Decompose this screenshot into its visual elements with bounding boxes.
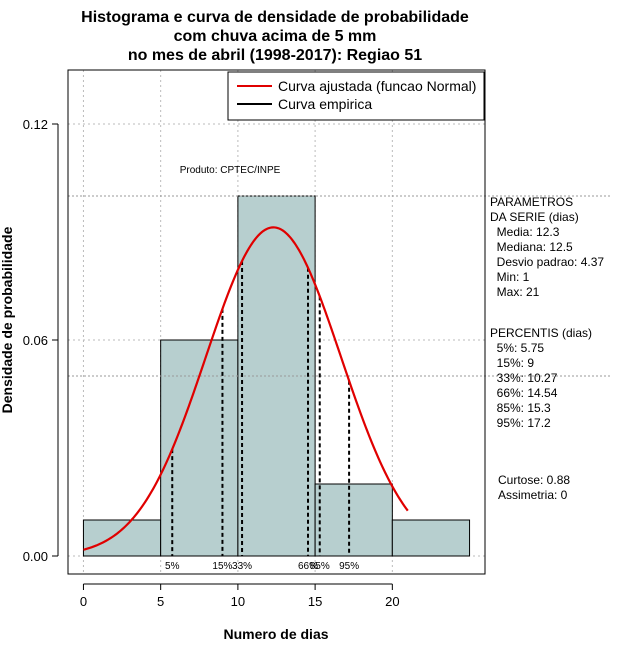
percentile-label: 95% — [339, 561, 359, 572]
axes: 0 5 10 15 20 0.00 0.06 0.12 — [23, 117, 400, 609]
legend-label-empirical: Curva empirica — [278, 96, 372, 112]
percentile-label: 33% — [232, 561, 252, 572]
percentis-line: PERCENTIS (dias) — [490, 326, 592, 340]
histogram-bar — [314, 483, 393, 557]
parametros-line: Media: 12.3 — [490, 225, 560, 239]
y-tick-label: 0.00 — [23, 549, 48, 564]
x-axis-title: Numero de dias — [223, 626, 328, 642]
parametros-line: Mediana: 12.5 — [490, 240, 573, 254]
product-annotation: Produto: CPTEC/INPE — [180, 165, 281, 176]
parametros-line: Min: 1 — [490, 270, 530, 284]
stats-line: Curtose: 0.88 — [498, 473, 570, 487]
chart-title-line-3: no mes de abril (1998-2017): Regiao 51 — [128, 47, 422, 64]
normal-curve-layer — [83, 226, 409, 551]
x-tick-label: 20 — [385, 594, 399, 609]
percentis-line: 95%: 17.2 — [490, 416, 551, 430]
x-tick-label: 10 — [231, 594, 245, 609]
percentis-line: 66%: 14.54 — [490, 386, 558, 400]
percentis-line: 5%: 5.75 — [490, 341, 544, 355]
percentile-label: 66% — [298, 561, 318, 572]
parametros-line: Desvio padrao: 4.37 — [490, 255, 604, 269]
y-axis-title: Densidade de probabilidade — [0, 226, 15, 413]
percentile-label: 5% — [165, 561, 180, 572]
reference-levels — [68, 195, 612, 377]
x-tick-label: 0 — [80, 594, 87, 609]
percentis-line: 33%: 10.27 — [490, 371, 558, 385]
chart-title-line-1: Histograma e curva de densidade de proba… — [81, 9, 469, 26]
percentile-label: 15% — [212, 561, 232, 572]
x-tick-label: 15 — [308, 594, 322, 609]
legend-box — [227, 71, 485, 121]
chart-title-line-2: com chuva acima de 5 mm — [174, 28, 377, 45]
plot-frame — [67, 69, 486, 575]
parametros-line: PARAMETROS — [490, 195, 573, 209]
normal-curve — [83, 226, 409, 551]
percentile-label: 85% — [310, 561, 330, 572]
percentis-line: 85%: 15.3 — [490, 401, 551, 415]
histogram-bar — [82, 519, 162, 557]
parametros-line: Max: 21 — [490, 285, 540, 299]
x-tick-label: 5 — [157, 594, 164, 609]
percentile-lines: 5% 15% 33% 66%85% 95% — [165, 260, 359, 572]
parametros-line: DA SERIE (dias) — [490, 210, 579, 224]
percentis-line: 15%: 9 — [490, 356, 534, 370]
y-tick-label: 0.12 — [23, 117, 48, 132]
stats-line: Assimetria: 0 — [498, 488, 568, 502]
histogram-bar — [391, 519, 471, 557]
y-tick-label: 0.06 — [23, 333, 48, 348]
legend: Curva ajustada (funcao Normal) Curva emp… — [227, 71, 485, 121]
legend-label-fitted: Curva ajustada (funcao Normal) — [278, 78, 476, 94]
